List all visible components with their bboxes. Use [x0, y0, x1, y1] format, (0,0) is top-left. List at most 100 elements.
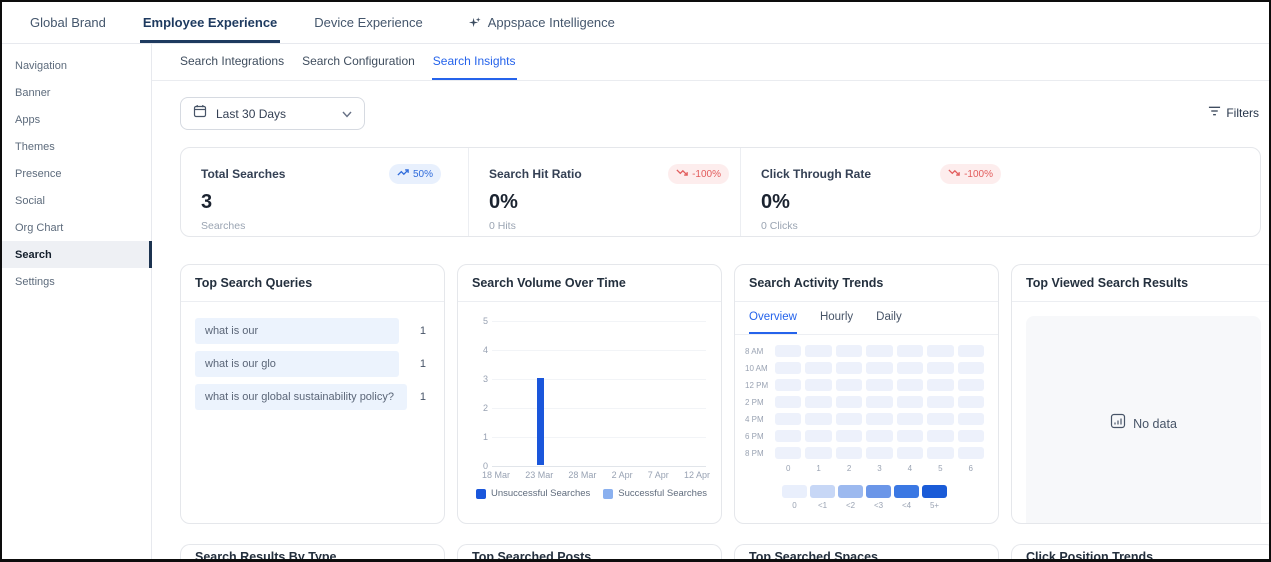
- sidebar-item-apps[interactable]: Apps: [2, 106, 151, 133]
- heatmap-cell: [805, 447, 832, 459]
- top-search-queries-card: Top Search Queries what is our 1 what is…: [180, 264, 445, 524]
- top-tab-appspace-intelligence[interactable]: Appspace Intelligence: [465, 2, 618, 43]
- heatmap-cell: [775, 447, 802, 459]
- heatmap-cell: [866, 447, 893, 459]
- search-volume-card: Search Volume Over Time 5 4 3: [457, 264, 722, 524]
- trending-up-icon: [397, 167, 409, 181]
- filters-button[interactable]: Filters: [1208, 105, 1259, 120]
- heatmap-cell: [927, 362, 954, 374]
- tab-overview[interactable]: Overview: [749, 302, 797, 334]
- heatmap-cell: [835, 430, 863, 442]
- top-tab-global-brand[interactable]: Global Brand: [27, 2, 109, 43]
- heatmap-col-label: 4: [907, 464, 913, 473]
- heatmap-cell: [957, 345, 984, 357]
- heatmap-col-label: 5: [938, 464, 943, 473]
- heatmap-col-label: 2: [846, 464, 852, 473]
- heatmap-cell: [896, 430, 924, 442]
- heatmap-scale-item: 5+: [922, 485, 947, 510]
- sidebar-item-label: Presence: [15, 167, 62, 180]
- heatmap-scale-swatch: [922, 485, 947, 498]
- heatmap-cell: [957, 379, 984, 391]
- sub-tab-label: Search Configuration: [302, 54, 415, 68]
- heatmap-cell: [866, 396, 893, 408]
- heatmap-scale-swatch: [894, 485, 919, 498]
- sidebar-item-label: Social: [15, 194, 45, 207]
- heatmap-cell: [927, 345, 954, 357]
- sidebar-item-label: Settings: [15, 275, 55, 288]
- top-tab-device-experience[interactable]: Device Experience: [311, 2, 425, 43]
- heatmap-cell: [927, 430, 954, 442]
- heatmap-col-label: 6: [968, 464, 973, 473]
- heatmap-row-label: 8 PM: [745, 448, 764, 458]
- heatmap-cell: [866, 362, 893, 374]
- tab-daily[interactable]: Daily: [876, 302, 902, 334]
- card-title: Top Viewed Search Results: [1012, 265, 1269, 302]
- active-item-marker: [149, 241, 152, 268]
- sparkles-icon: [468, 16, 481, 29]
- heatmap-scale-swatch: [782, 485, 807, 498]
- heatmap-scale-swatch: [810, 485, 835, 498]
- y-tick: 1: [482, 432, 488, 442]
- search-sub-tabs: Search Integrations Search Configuration…: [152, 44, 1269, 81]
- heatmap-cell: [835, 379, 863, 391]
- trend-value: 50%: [412, 168, 433, 180]
- kpi-summary-card: Total Searches 50% 3 Searches Search Hit…: [180, 147, 1261, 237]
- top-tab-label: Device Experience: [314, 15, 423, 30]
- heatmap-col-label: 1: [816, 464, 821, 473]
- legend-label: Unsuccessful Searches: [491, 488, 591, 499]
- heatmap-row-label: 2 PM: [745, 397, 764, 407]
- tab-hourly[interactable]: Hourly: [820, 302, 853, 334]
- date-range-dropdown[interactable]: Last 30 Days: [180, 97, 365, 130]
- top-tab-employee-experience[interactable]: Employee Experience: [139, 2, 281, 43]
- sidebar-item-org-chart[interactable]: Org Chart: [2, 214, 151, 241]
- heatmap-scale-label: <4: [901, 501, 912, 510]
- heatmap-scale-item: <4: [894, 485, 919, 510]
- trending-down-icon: [948, 167, 960, 181]
- sidebar-item-search[interactable]: Search: [2, 241, 152, 268]
- empty-state-text: No data: [1133, 416, 1177, 431]
- query-count: 1: [419, 391, 426, 403]
- card-title: Top Search Queries: [181, 265, 444, 302]
- heatmap-cell: [805, 430, 832, 442]
- heatmap-cell: [775, 379, 802, 391]
- heatmap-cell: [896, 345, 924, 357]
- heatmap-grid: 8 AM 10 AM 12 PM 2 PM 4 PM 6 PM 8 PM: [745, 345, 984, 459]
- tab-search-insights[interactable]: Search Insights: [431, 44, 517, 80]
- heatmap-cell: [835, 345, 863, 357]
- kpi-search-hit-ratio: Search Hit Ratio -100% 0% 0 Hits: [468, 148, 740, 236]
- tab-search-configuration[interactable]: Search Configuration: [301, 44, 416, 80]
- card-title: Search Results By Type: [195, 550, 337, 559]
- heatmap-cell: [835, 447, 863, 459]
- volume-legend-swatch: [603, 488, 614, 499]
- sidebar-item-themes[interactable]: Themes: [2, 133, 151, 160]
- top-viewed-results-card: Top Viewed Search Results No data: [1011, 264, 1269, 524]
- heatmap-scale-label: <3: [873, 501, 884, 510]
- heatmap-cell: [775, 345, 802, 357]
- volume-bar: [536, 378, 544, 465]
- heatmap-row-label: 12 PM: [745, 380, 769, 390]
- kpi-label: Search Hit Ratio: [489, 167, 582, 181]
- sidebar-item-settings[interactable]: Settings: [2, 268, 151, 295]
- heatmap-scale-item: <3: [866, 485, 891, 510]
- top-searched-posts-card: Top Searched Posts: [457, 544, 722, 559]
- sidebar-item-presence[interactable]: Presence: [2, 160, 151, 187]
- query-row: what is our glo 1: [195, 351, 430, 377]
- tab-search-integrations[interactable]: Search Integrations: [179, 44, 285, 80]
- heatmap-col-label: 3: [877, 464, 882, 473]
- heatmap-cell: [896, 447, 924, 459]
- top-tab-label: Global Brand: [30, 15, 106, 30]
- tab-label: Hourly: [819, 311, 854, 323]
- sidebar-item-social[interactable]: Social: [2, 187, 151, 214]
- bar-chart-icon: [1110, 413, 1126, 434]
- main-content: Search Integrations Search Configuration…: [152, 44, 1269, 559]
- kpi-value: 0%: [489, 191, 518, 213]
- trend-badge: 50%: [388, 164, 441, 184]
- heatmap-scale-item: <1: [810, 485, 835, 510]
- sidebar-item-navigation[interactable]: Navigation: [2, 52, 151, 79]
- trend-value: -100%: [692, 168, 721, 180]
- heatmap-scale-label: <1: [817, 501, 828, 510]
- heatmap-scale-label: 5+: [929, 501, 940, 510]
- sidebar-item-banner[interactable]: Banner: [2, 79, 151, 106]
- heatmap-scale-label: <2: [845, 501, 856, 510]
- query-count: 1: [419, 325, 426, 337]
